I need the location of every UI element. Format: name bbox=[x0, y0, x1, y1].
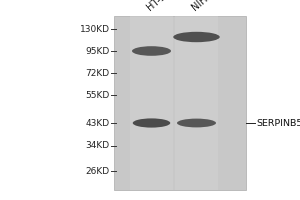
Bar bbox=[114, 16, 246, 190]
Text: 95KD: 95KD bbox=[85, 46, 110, 55]
Bar bbox=[175, 16, 218, 190]
Ellipse shape bbox=[132, 46, 171, 56]
Text: 55KD: 55KD bbox=[85, 90, 110, 99]
Text: 130KD: 130KD bbox=[80, 24, 110, 33]
Text: 43KD: 43KD bbox=[85, 118, 109, 128]
Text: HT-29: HT-29 bbox=[145, 0, 173, 13]
Text: 34KD: 34KD bbox=[85, 142, 109, 150]
Ellipse shape bbox=[177, 119, 216, 127]
Bar bbox=[130, 16, 173, 190]
Text: SERPINB5: SERPINB5 bbox=[256, 118, 300, 128]
Text: 26KD: 26KD bbox=[85, 166, 109, 176]
Text: 72KD: 72KD bbox=[85, 68, 109, 77]
Ellipse shape bbox=[133, 118, 170, 128]
Ellipse shape bbox=[173, 32, 220, 42]
Text: NIH3T3: NIH3T3 bbox=[190, 0, 224, 13]
